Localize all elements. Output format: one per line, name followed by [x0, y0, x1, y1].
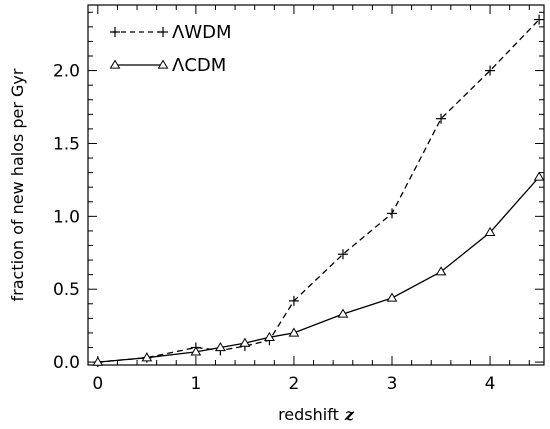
x-tick-label: 0: [92, 374, 103, 394]
data-point-cdm: [435, 266, 447, 276]
data-point-cdm: [484, 226, 496, 237]
data-point-wdm: [288, 295, 299, 306]
legend-marker-cdm: [109, 59, 121, 69]
x-axis-title: redshift z: [278, 405, 355, 424]
data-point-cdm: [239, 337, 251, 347]
legend-marker-wdm: [158, 27, 168, 37]
data-point-wdm: [387, 208, 397, 219]
data-point-wdm: [485, 65, 496, 76]
data-point-cdm: [141, 352, 153, 362]
y-tick-label: 2.0: [53, 62, 80, 82]
data-point-cdm: [337, 308, 349, 318]
data-point-cdm: [264, 331, 275, 341]
legend-label-cdm: ΛCDM: [172, 55, 226, 76]
x-axis-variable: z: [344, 405, 355, 424]
series-layer: [92, 14, 545, 368]
x-tick-label: 4: [485, 374, 496, 394]
y-tick-label: 0.5: [53, 280, 80, 300]
series-cdm: [92, 171, 545, 366]
y-tick-label: 1.0: [53, 207, 80, 227]
data-point-wdm: [337, 249, 348, 260]
data-point-cdm: [533, 171, 545, 181]
series-line-cdm: [97, 176, 540, 363]
x-axis-label: redshift: [278, 405, 339, 424]
series-line-wdm: [97, 19, 540, 363]
data-point-cdm: [92, 356, 104, 366]
legend-entry-cdm: ΛCDM: [109, 55, 226, 76]
legend-label-wdm: ΛWDM: [172, 22, 232, 43]
plot-frame: [87, 4, 545, 366]
data-point-cdm: [190, 346, 202, 356]
x-tick-label: 1: [190, 374, 201, 394]
data-point-wdm: [534, 14, 545, 25]
data-point-cdm: [215, 342, 226, 352]
data-point-cdm: [386, 292, 398, 302]
x-tick-label: 3: [387, 374, 398, 394]
y-tick-label: 0.0: [53, 353, 80, 373]
data-point-cdm: [288, 327, 300, 337]
y-tick-label: 1.5: [53, 134, 80, 154]
legend: ΛWDM ΛCDM: [109, 22, 232, 76]
legend-marker-wdm: [110, 27, 120, 37]
data-point-wdm: [436, 113, 447, 124]
legend-marker-cdm: [157, 59, 169, 69]
legend-entry-wdm: ΛWDM: [110, 22, 232, 43]
y-axis-title: fraction of new halos per Gyr: [8, 68, 27, 301]
x-tick-label: 2: [289, 374, 300, 394]
